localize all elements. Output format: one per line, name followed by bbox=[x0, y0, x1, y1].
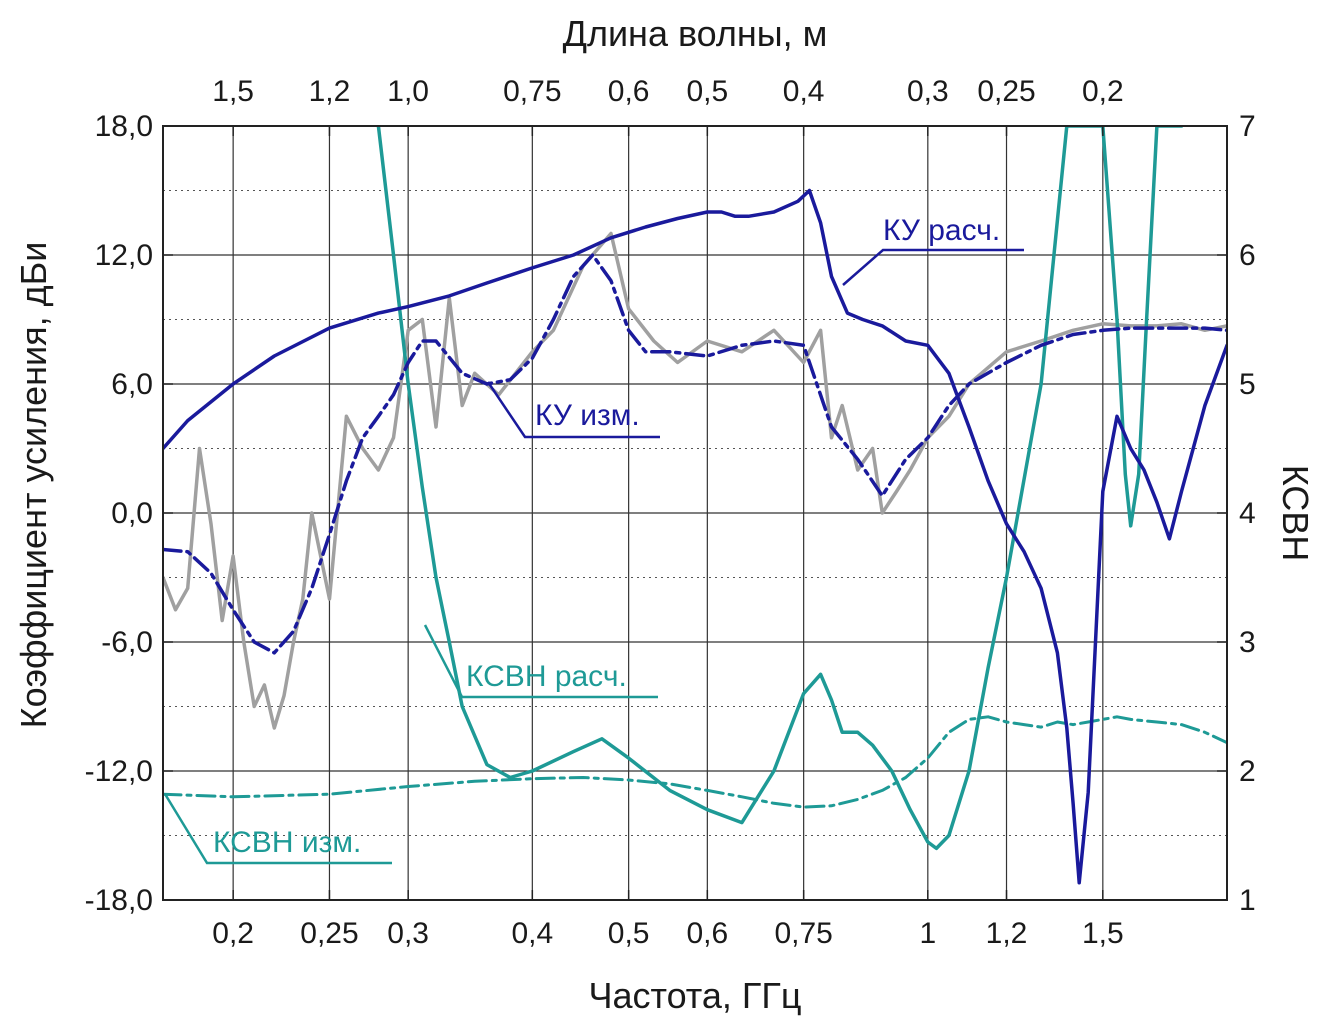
y2-tick-label: 2 bbox=[1239, 755, 1256, 788]
x2-tick-label: 1,5 bbox=[212, 75, 254, 108]
x2-tick-label: 1,2 bbox=[309, 75, 351, 108]
x-tick-label: 0,5 bbox=[608, 917, 650, 950]
y-tick-label: -6,0 bbox=[101, 626, 153, 659]
x2-tick-label: 0,4 bbox=[783, 75, 825, 108]
series-ku-calc bbox=[163, 188, 1227, 885]
annotation-vswr-calc: КСВН расч. bbox=[466, 660, 627, 693]
x2-tick-label: 0,75 bbox=[503, 75, 561, 108]
x2-tick-label: 0,6 bbox=[608, 75, 650, 108]
y2-tick-label: 7 bbox=[1239, 110, 1256, 143]
x-axis-title: Частота, ГГц bbox=[588, 975, 801, 1016]
y-tick-label: -18,0 bbox=[85, 884, 153, 917]
y-axis-title: Коэффициент усиления, дБи bbox=[13, 242, 54, 729]
annotation-vswr-meas-leader bbox=[163, 793, 392, 865]
x-tick-label: 0,2 bbox=[212, 917, 254, 950]
y-tick-label: -12,0 bbox=[85, 755, 153, 788]
x-tick-label: 0,6 bbox=[686, 917, 728, 950]
x2-axis-title: Длина волны, м bbox=[563, 13, 828, 54]
annotation-ku-calc: КУ расч. bbox=[883, 214, 1000, 247]
y2-tick-label: 1 bbox=[1239, 884, 1256, 917]
annotation-ku-meas: КУ изм. bbox=[535, 399, 640, 432]
series-vswr-calc bbox=[376, 126, 1184, 851]
grid bbox=[163, 126, 1227, 900]
x2-tick-label: 0,3 bbox=[907, 75, 949, 108]
series-ku-meas bbox=[163, 253, 1227, 655]
y-tick-label: 6,0 bbox=[111, 368, 153, 401]
y2-axis-title: КСВН bbox=[1275, 465, 1316, 562]
y2-tick-label: 6 bbox=[1239, 239, 1256, 272]
x-tick-label: 0,4 bbox=[511, 917, 553, 950]
x2-tick-label: 0,25 bbox=[977, 75, 1035, 108]
y2-tick-label: 4 bbox=[1239, 497, 1256, 530]
x2-tick-label: 0,5 bbox=[686, 75, 728, 108]
x2-tick-label: 0,2 bbox=[1082, 75, 1124, 108]
y-tick-label: 18,0 bbox=[95, 110, 153, 143]
x-tick-label: 0,75 bbox=[774, 917, 832, 950]
x2-tick-label: 1,0 bbox=[387, 75, 429, 108]
series-vswr-meas bbox=[163, 715, 1227, 809]
tick-labels: 0,2 0,25 0,3 0,4 0,5 0,6 0,75 1 1,2 1,518,012,06,… bbox=[85, 75, 1256, 950]
y2-tick-label: 5 bbox=[1239, 368, 1256, 401]
y-tick-label: 12,0 bbox=[95, 239, 153, 272]
x-tick-label: 0,25 bbox=[300, 917, 358, 950]
annotation-ku-calc-leader bbox=[842, 248, 1024, 286]
plot-lines bbox=[163, 126, 1227, 885]
x-tick-label: 1,2 bbox=[986, 917, 1028, 950]
series-ku-raw bbox=[163, 231, 1227, 730]
ticks bbox=[163, 125, 1227, 901]
x-tick-label: 1 bbox=[919, 917, 936, 950]
annotation-vswr-calc-leader bbox=[423, 624, 658, 699]
annotations: КУ расч. КУ изм. КСВН расч. КСВН изм. bbox=[163, 214, 1024, 865]
annotation-ku-meas-leader bbox=[486, 381, 660, 439]
x-tick-label: 1,5 bbox=[1082, 917, 1124, 950]
y-tick-label: 0,0 bbox=[111, 497, 153, 530]
x-tick-label: 0,3 bbox=[387, 917, 429, 950]
y2-tick-label: 3 bbox=[1239, 626, 1256, 659]
annotation-vswr-meas: КСВН изм. bbox=[213, 826, 361, 859]
